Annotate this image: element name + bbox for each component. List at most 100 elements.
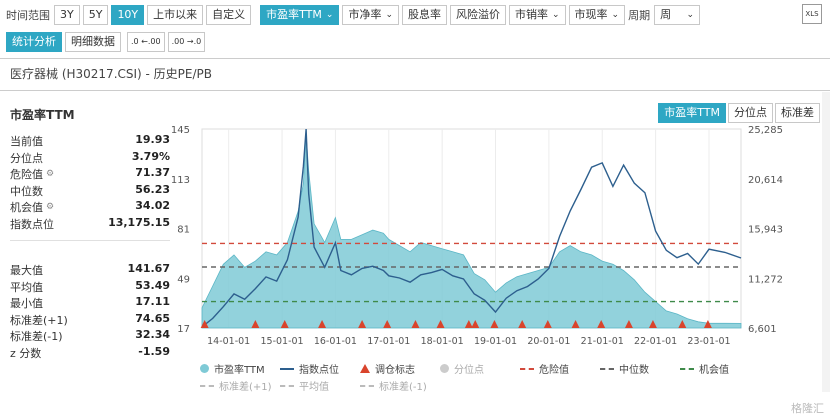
legend-median[interactable]: 中位数 [600,361,680,376]
stat-row: 分位点 3.79% [10,150,170,166]
rebalance-marker [624,320,633,328]
dashed-line-icon [360,384,374,387]
x-tick-label: 20-01-01 [527,336,570,347]
legend-index-label: 指数点位 [299,365,339,376]
legend-danger[interactable]: 危险值 [520,361,600,376]
period-dropdown[interactable]: 周 ⌄ [654,5,701,25]
metric-pcf-dropdown[interactable]: 市现率 ⌄ [568,5,626,25]
period-value: 周 [660,8,672,21]
period-label: 周期 [628,9,651,22]
watermark: 格隆汇 [791,402,824,415]
range-since-listing[interactable]: 上市以来 [147,5,204,25]
divider [10,240,170,241]
x-tick-label: 15-01-01 [260,336,303,347]
rebalance-marker [703,320,712,328]
stat-label: 标准差(+1) [10,313,68,327]
stat-label: 中位数 [10,184,43,198]
chevron-down-icon: ⌄ [686,10,695,20]
x-tick-label: 14-01-01 [207,336,250,347]
gear-icon[interactable]: ⚙ [46,202,55,213]
metric-dividend-button[interactable]: 股息率 [402,5,447,25]
stat-label: 当前值 [10,135,43,148]
legend-percentile-label: 分位点 [454,365,484,376]
metric-risk-premium-button[interactable]: 风险溢价 [450,5,506,25]
y-right-tick-label: 15,943 [748,225,783,236]
rebalance-marker [471,320,480,328]
mode-pe-tab[interactable]: 市盈率TTM [658,103,726,123]
dashed-line-icon [680,367,694,370]
legend-std-plus-label: 标准差(+1) [219,382,272,393]
legend-rebalance-label: 调仓标志 [375,365,415,376]
legend-index[interactable]: 指数点位 [280,361,360,376]
range-custom[interactable]: 自定义 [206,5,252,25]
stat-row: 机会值 ⚙ 34.02 [10,199,170,215]
legend-mean[interactable]: 平均值 [280,378,360,393]
legend-pe-label: 市盈率TTM [214,365,265,376]
range-5y[interactable]: 5Y [82,5,109,25]
stat-label: 标准差(-1) [10,330,63,344]
y-left-tick-label: 17 [177,324,190,335]
y-right-tick-label: 20,614 [748,175,783,186]
chart-legend: 市盈率TTM 指数点位 调仓标志 分位点 危险值 中位数 机会值 标准差(+1)… [200,360,760,394]
stat-value: 32.34 [135,328,170,342]
increase-decimal-button[interactable]: .00 →.0 [167,32,206,52]
range-10y[interactable]: 10Y [111,5,145,25]
x-tick-label: 18-01-01 [421,336,464,347]
rebalance-marker [383,320,392,328]
rebalance-marker [490,320,499,328]
rebalance-marker [518,320,527,328]
circle-icon [200,364,209,373]
rebalance-marker [648,320,657,328]
mode-stddev-tab[interactable]: 标准差 [775,103,820,123]
legend-std-minus[interactable]: 标准差(-1) [360,378,440,393]
stat-label: 分位点 [10,151,43,165]
rebalance-marker [280,320,289,328]
metric-pb-dropdown[interactable]: 市净率 ⌄ [342,5,399,25]
legend-rebalance[interactable]: 调仓标志 [360,361,440,376]
index-line-series [201,128,742,328]
legend-std-plus[interactable]: 标准差(+1) [200,378,280,393]
chevron-down-icon: ⌄ [385,10,393,20]
range-3y[interactable]: 3Y [54,5,80,25]
stat-value: 13,175.15 [108,216,170,229]
divider [0,90,830,91]
legend-pe[interactable]: 市盈率TTM [200,361,280,376]
legend-danger-label: 危险值 [539,365,569,376]
decrease-decimal-button[interactable]: .0 ←.00 [127,32,165,52]
export-xls-button[interactable]: XLS [802,4,822,24]
stat-value: 53.49 [135,278,170,292]
y-left-tick-label: 145 [171,125,190,136]
y-left-tick-label: 113 [171,175,190,186]
metric-pe-label: 市盈率TTM [266,8,322,21]
metric-pcf-label: 市现率 [574,8,608,21]
stat-label: z 分数 [10,347,42,360]
metric-pb-label: 市净率 [348,8,382,21]
tab-statistics[interactable]: 统计分析 [6,32,62,52]
stat-label: 机会值 [10,201,43,215]
chevron-down-icon: ⌄ [611,10,620,20]
gear-icon[interactable]: ⚙ [46,169,55,180]
rebalance-marker [358,320,367,328]
mode-percentile-tab[interactable]: 分位点 [728,103,773,123]
rebalance-marker [436,320,445,328]
metric-pe-dropdown[interactable]: 市盈率TTM ⌄ [260,5,340,25]
chevron-down-icon: ⌄ [552,10,560,20]
stat-value: 56.23 [135,182,170,196]
triangle-icon [360,364,370,373]
stat-row: 指数点位 13,175.15 [10,216,170,232]
x-tick-label: 19-01-01 [474,336,517,347]
tab-detail-data[interactable]: 明细数据 [65,32,121,52]
y-right-tick-label: 6,601 [748,324,777,335]
scrollbar[interactable] [822,92,830,392]
metric-ps-dropdown[interactable]: 市销率 ⌄ [509,5,566,25]
stat-row: z 分数 -1.59 [10,345,170,361]
stat-settings: ⚙ [43,166,135,182]
y-right-tick-label: 11,272 [748,274,783,285]
dashed-line-icon [520,367,534,370]
stat-row: 最大值 141.67 [10,262,170,278]
legend-chance[interactable]: 机会值 [680,361,760,376]
stats-heading: 市盈率TTM [10,108,75,122]
legend-percentile[interactable]: 分位点 [440,361,520,376]
stat-value: 3.79% [131,149,170,163]
y-left-tick-label: 81 [177,225,190,236]
